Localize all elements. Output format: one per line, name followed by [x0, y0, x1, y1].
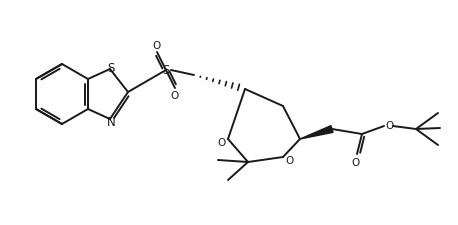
- Text: O: O: [217, 137, 225, 147]
- Text: S: S: [162, 64, 169, 77]
- Text: O: O: [386, 120, 394, 130]
- Text: S: S: [107, 62, 114, 75]
- Text: O: O: [352, 157, 360, 167]
- Text: O: O: [171, 91, 179, 101]
- Text: N: N: [107, 115, 115, 128]
- Polygon shape: [300, 126, 333, 139]
- Text: O: O: [153, 41, 161, 51]
- Text: O: O: [286, 155, 294, 165]
